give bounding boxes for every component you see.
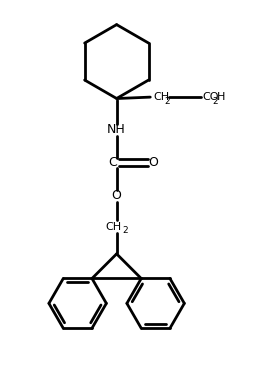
Text: NH: NH <box>107 123 126 136</box>
Text: 2: 2 <box>122 226 128 235</box>
Text: CH: CH <box>105 221 121 231</box>
Text: H: H <box>217 92 226 102</box>
Text: 2: 2 <box>164 97 170 106</box>
Text: C: C <box>108 156 117 169</box>
Text: CO: CO <box>202 92 219 102</box>
Text: O: O <box>112 189 122 202</box>
Text: 2: 2 <box>212 97 218 106</box>
Text: O: O <box>148 156 158 169</box>
Text: CH: CH <box>153 92 170 102</box>
